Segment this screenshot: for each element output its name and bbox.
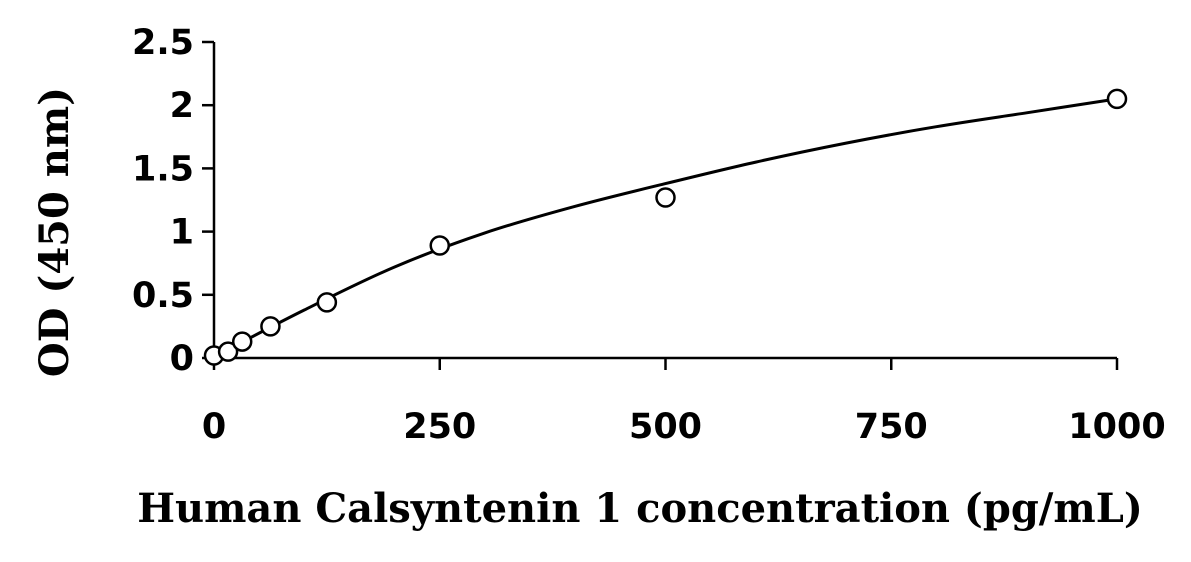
data-point (655, 187, 676, 208)
data-point (231, 331, 253, 352)
y-tick-label: 1.5 (132, 149, 194, 189)
x-tick-label: 1000 (1068, 407, 1165, 447)
x-ticks: 0 250 500 750 1000 (202, 358, 1166, 447)
y-tick-label: 0 (170, 339, 194, 379)
y-ticks: 0 0.5 1 1.5 2 2.5 (132, 23, 214, 379)
x-tick-label: 0 (202, 407, 226, 447)
y-tick-label: 0.5 (132, 276, 194, 316)
y-tick-label: 1 (170, 213, 194, 253)
trendline (213, 97, 1118, 359)
data-point (316, 292, 338, 313)
data-point (217, 341, 239, 362)
x-axis-title: Human Calsyntenin 1 concentration (pg/mL… (137, 485, 1143, 532)
x-tick-label: 500 (629, 407, 702, 447)
data-point (429, 235, 450, 256)
data-point (260, 316, 281, 337)
y-tick-label: 2 (170, 86, 194, 126)
x-tick-label: 250 (403, 407, 476, 447)
x-tick-label: 750 (855, 407, 928, 447)
data-point (1106, 88, 1128, 110)
y-axis-title: OD (450 nm) (31, 87, 78, 377)
data-points (203, 88, 1128, 366)
y-tick-label: 2.5 (132, 23, 194, 63)
